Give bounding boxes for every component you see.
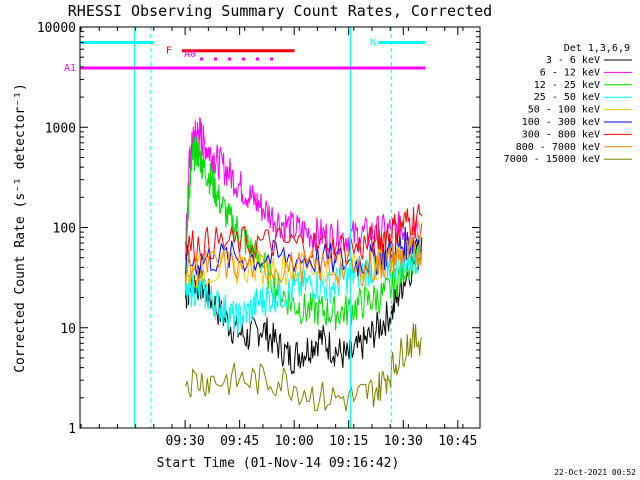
footer-date: 22-Oct-2021 00:52 xyxy=(554,468,636,477)
x-axis: 09:30 09:45 10:00 10:15 10:30 10:45 xyxy=(80,27,477,449)
flag-bars: N F A0 A1 xyxy=(64,38,426,74)
legend-label-6: 300 - 800 keV xyxy=(522,129,600,140)
series-line-6 xyxy=(185,204,423,265)
y-tick-label: 1000 xyxy=(45,121,76,136)
y-axis: 1 10 100 1000 10000 xyxy=(37,21,480,437)
y-tick-label: 100 xyxy=(53,222,76,237)
flag-label-f: F xyxy=(166,46,172,57)
x-tick-label: 10:00 xyxy=(275,434,314,449)
legend-label-1: 6 - 12 keV xyxy=(540,67,600,78)
legend-title: Det 1,3,6,9 xyxy=(564,43,630,54)
series-line-1 xyxy=(185,117,423,261)
x-tick-label: 10:15 xyxy=(329,434,368,449)
x-tick-label: 09:30 xyxy=(166,434,205,449)
legend-label-3: 25 - 50 keV xyxy=(534,92,600,103)
x-tick-label: 09:45 xyxy=(220,434,259,449)
flag-label-n: N xyxy=(370,38,376,49)
legend-label-5: 100 - 300 keV xyxy=(522,117,600,128)
series-line-8 xyxy=(185,323,423,412)
legend-label-7: 800 - 7000 keV xyxy=(516,142,600,153)
plot-area xyxy=(134,27,423,428)
flag-label-a1: A1 xyxy=(64,63,76,74)
legend-label-4: 50 - 100 keV xyxy=(528,105,600,116)
y-axis-label: Corrected Count Rate (s⁻¹ detector⁻¹) xyxy=(13,83,28,373)
series-line-7 xyxy=(185,234,423,288)
series-line-2 xyxy=(185,134,423,331)
y-tick-label: 1 xyxy=(68,422,76,437)
legend-label-0: 3 - 6 keV xyxy=(546,55,600,66)
flag-label-a0: A0 xyxy=(184,49,196,60)
x-tick-label: 10:45 xyxy=(438,434,477,449)
x-axis-label: Start Time (01-Nov-14 09:16:42) xyxy=(157,456,400,471)
y-tick-label: 10 xyxy=(60,322,76,337)
y-tick-label: 10000 xyxy=(37,21,76,36)
legend-label-8: 7000 - 15000 keV xyxy=(504,154,600,165)
legend-label-2: 12 - 25 keV xyxy=(534,80,600,91)
x-tick-label: 10:30 xyxy=(384,434,423,449)
chart-title: RHESSI Observing Summary Count Rates, Co… xyxy=(68,2,492,20)
